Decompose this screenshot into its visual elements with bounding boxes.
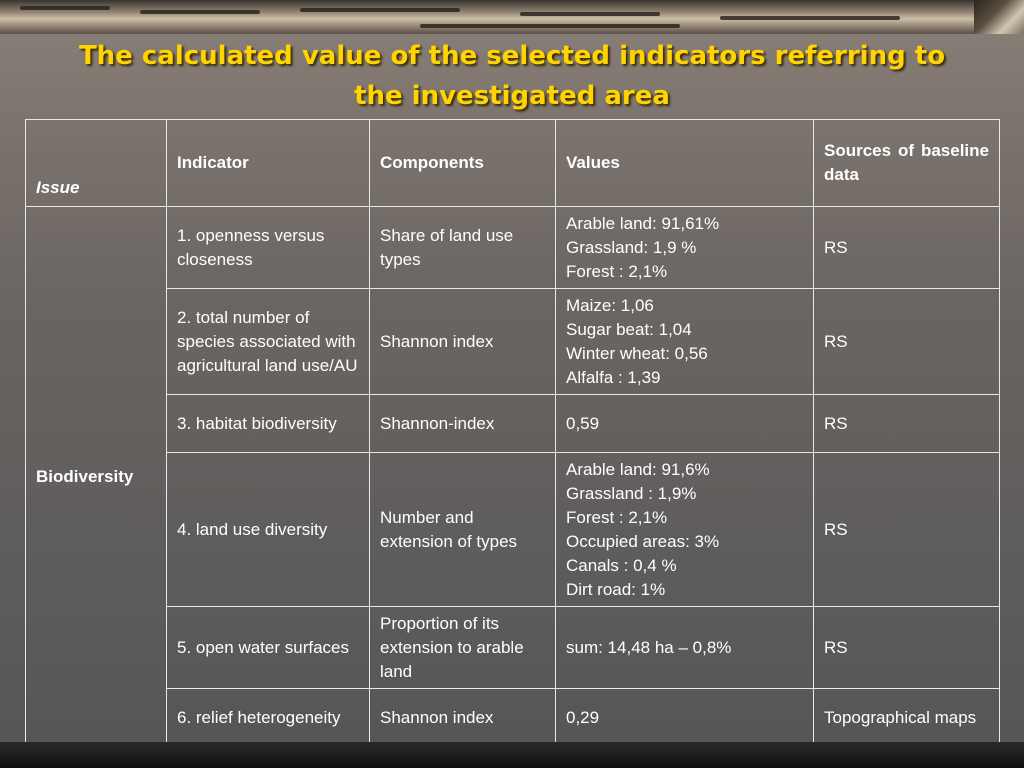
- header-indicator: Indicator: [166, 119, 370, 207]
- banner-streak: [300, 8, 460, 12]
- value-line: Grassland : 1,9%: [566, 483, 697, 503]
- value-line: Arable land: 91,6%: [566, 459, 710, 479]
- value-line: Occupied areas: 3%: [566, 531, 720, 551]
- top-banner: [0, 0, 1024, 34]
- slide-title: The calculated value of the selected ind…: [78, 41, 946, 111]
- table-row: 2. total number of species associated wi…: [26, 288, 1000, 395]
- indicator-cell: 1. openness versus closeness: [166, 206, 370, 289]
- indicator-cell: 3. habitat biodiversity: [166, 394, 370, 453]
- table-header-row: Issue Indicator Components Values Source…: [25, 119, 1000, 207]
- sources-cell: RS: [813, 606, 1000, 689]
- sources-cell: RS: [813, 206, 1000, 289]
- values-cell: 0,29: [555, 688, 814, 747]
- header-issue: Issue: [25, 119, 167, 207]
- table-row: 6. relief heterogeneity Shannon index 0,…: [26, 688, 1000, 747]
- header-components: Components: [369, 119, 556, 207]
- sources-cell: RS: [813, 288, 1000, 395]
- indicator-table: Issue Indicator Components Values Source…: [25, 119, 1000, 747]
- page-curl-decoration: [974, 0, 1024, 34]
- values-cell: Arable land: 91,6% Grassland : 1,9% Fore…: [555, 452, 814, 607]
- value-line: 0,59: [566, 413, 600, 433]
- components-cell: Shannon-index: [369, 394, 556, 453]
- table-row: Biodiversity 1. openness versus closenes…: [25, 206, 1000, 747]
- values-cell: sum: 14,48 ha – 0,8%: [555, 606, 814, 689]
- values-cell: 0,59: [555, 394, 814, 453]
- components-cell: Shannon index: [369, 288, 556, 395]
- sources-cell: RS: [813, 452, 1000, 607]
- banner-streak: [140, 10, 260, 14]
- indicator-cell: 6. relief heterogeneity: [166, 688, 370, 747]
- value-line: Forest : 2,1%: [566, 261, 668, 281]
- sources-cell: RS: [813, 394, 1000, 453]
- value-line: Maize: 1,06: [566, 295, 654, 315]
- table-row: 3. habitat biodiversity Shannon-index 0,…: [26, 394, 1000, 453]
- table-row: 4. land use diversity Number and extensi…: [26, 452, 1000, 607]
- components-cell: Proportion of its extension to arable la…: [369, 606, 556, 689]
- indicator-cell: 4. land use diversity: [166, 452, 370, 607]
- value-line: 0,29: [566, 707, 600, 727]
- components-cell: Number and extension of types: [369, 452, 556, 607]
- header-values: Values: [555, 119, 814, 207]
- banner-streak: [20, 6, 110, 10]
- indicator-cell: 5. open water surfaces: [166, 606, 370, 689]
- value-line: Grassland: 1,9 %: [566, 237, 697, 257]
- value-line: Arable land: 91,61%: [566, 213, 720, 233]
- header-sources: Sources of baseline data: [813, 119, 1000, 207]
- banner-streak: [420, 24, 680, 28]
- table-row: 5. open water surfaces Proportion of its…: [26, 606, 1000, 689]
- value-line: Forest : 2,1%: [566, 507, 668, 527]
- value-line: Sugar beat: 1,04: [566, 319, 692, 339]
- value-line: Canals : 0,4 %: [566, 555, 677, 575]
- banner-streak: [720, 16, 900, 20]
- issue-cell: Biodiversity: [25, 206, 167, 747]
- values-cell: Maize: 1,06 Sugar beat: 1,04 Winter whea…: [555, 288, 814, 395]
- banner-streak: [520, 12, 660, 16]
- values-cell: Arable land: 91,61% Grassland: 1,9 % For…: [555, 206, 814, 289]
- value-line: sum: 14,48 ha – 0,8%: [566, 637, 732, 657]
- value-line: Dirt road: 1%: [566, 579, 666, 599]
- value-line: Winter wheat: 0,56: [566, 343, 708, 363]
- components-cell: Shannon index: [369, 688, 556, 747]
- value-line: Alfalfa : 1,39: [566, 367, 661, 387]
- bottom-shadow-band: [0, 742, 1024, 768]
- components-cell: Share of land use types: [369, 206, 556, 289]
- indicator-cell: 2. total number of species associated wi…: [166, 288, 370, 395]
- sources-cell: Topographical maps: [813, 688, 1000, 747]
